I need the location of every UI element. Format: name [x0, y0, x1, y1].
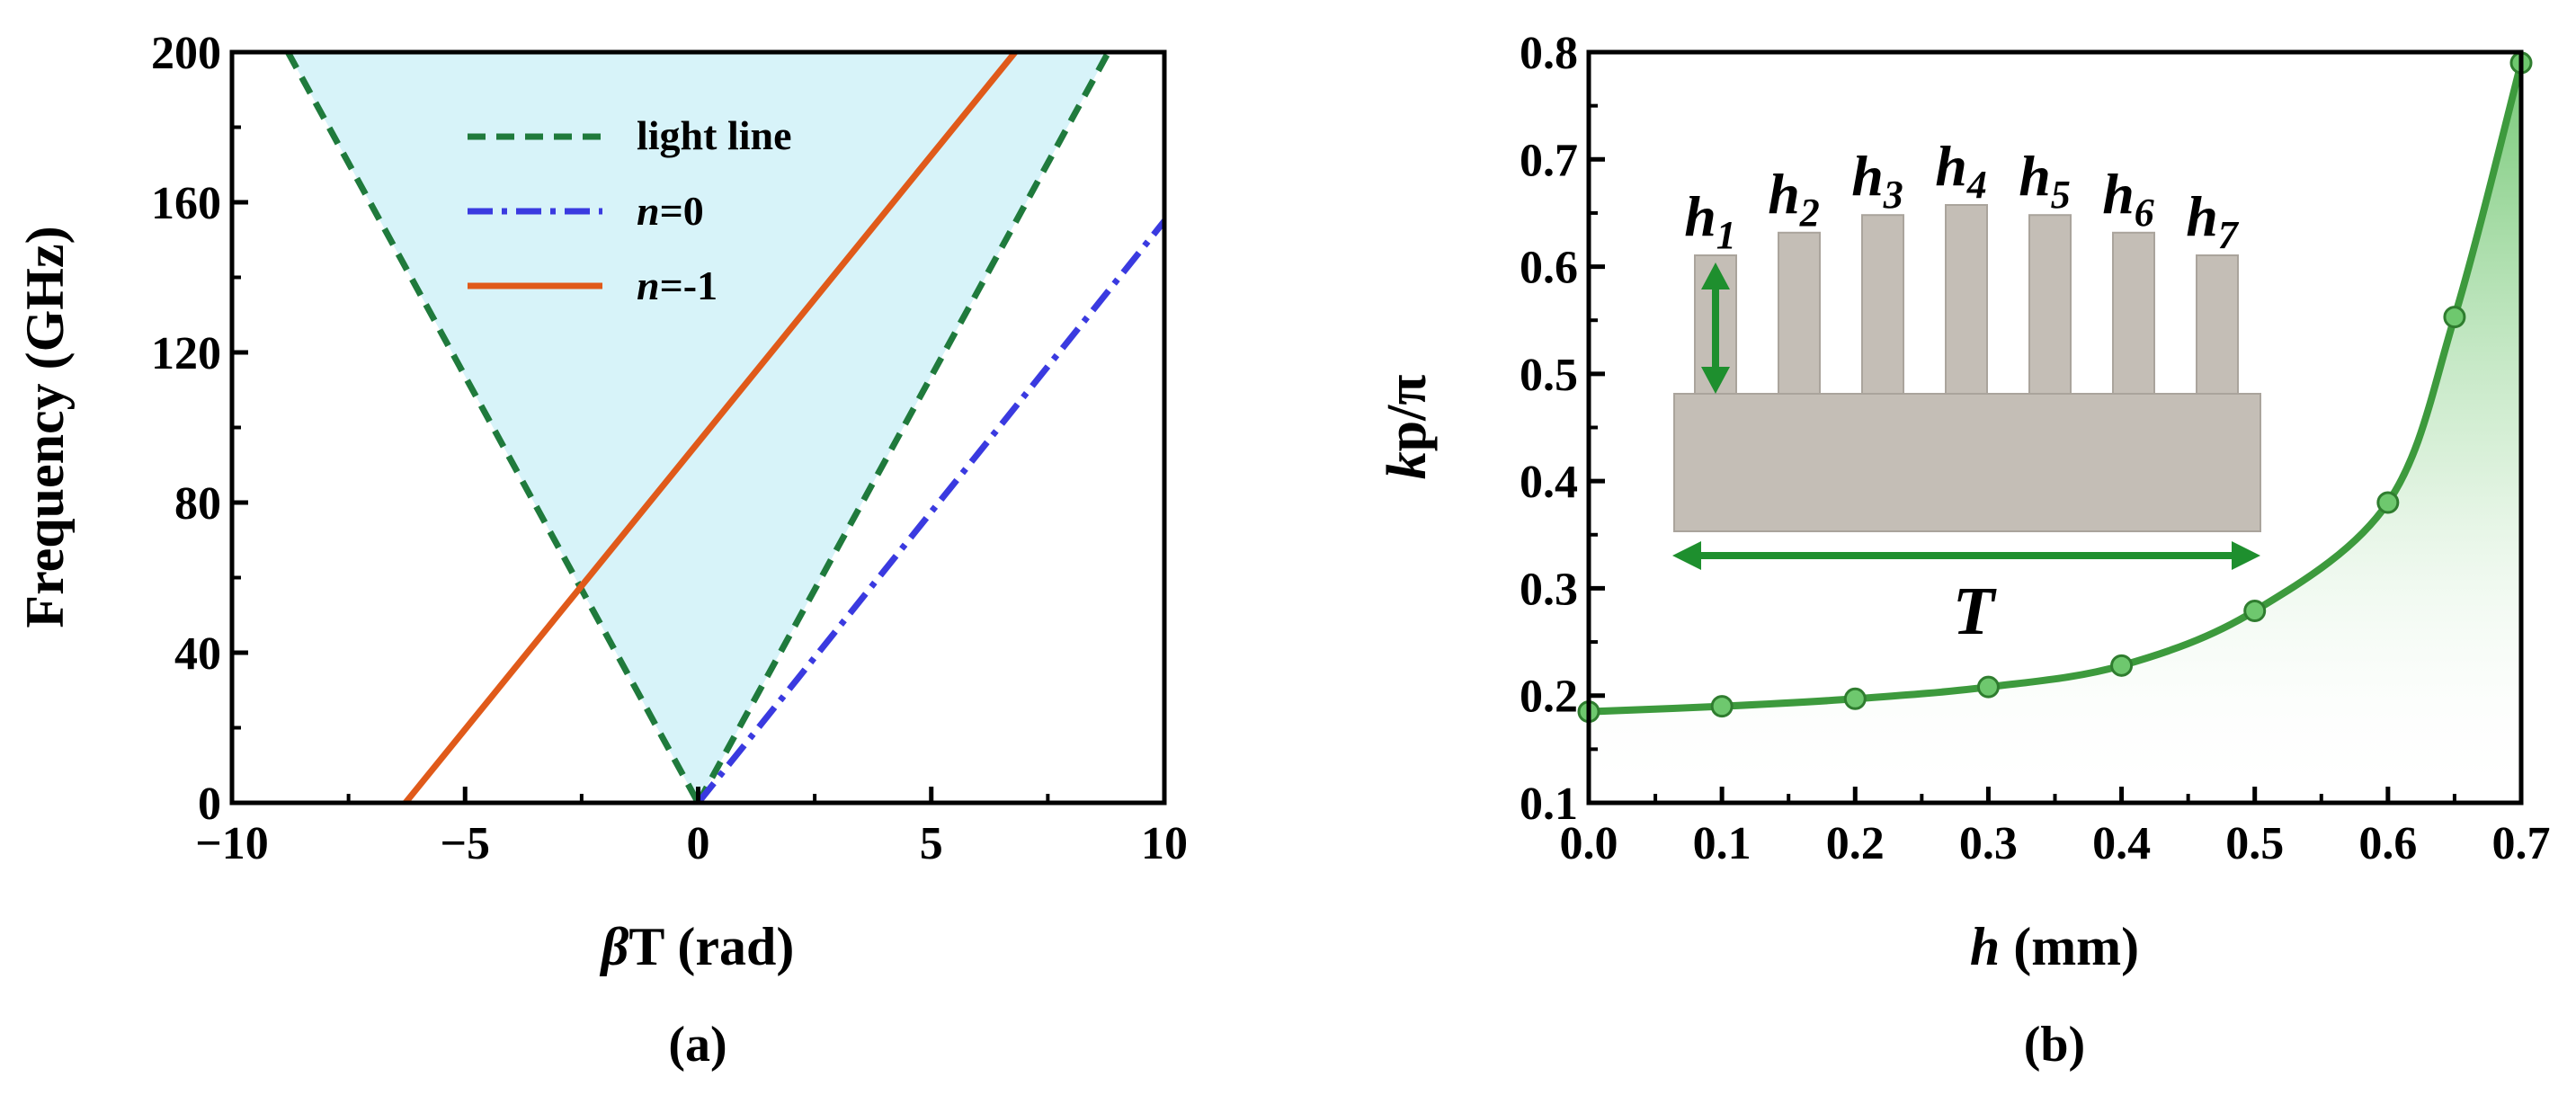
light-cone-fill [288, 52, 1109, 803]
y-tick-label-b: 0.4 [1520, 457, 1578, 508]
y-tick-label-b: 0.8 [1520, 28, 1578, 79]
ridge-label: h7 [2186, 184, 2240, 257]
data-point-b [2110, 654, 2134, 677]
period-label: T [1953, 574, 1997, 649]
inset-grating: h1 h2 h3 h4 h5 h6 h7 T [1672, 134, 2261, 649]
x-tick-label-b: 0.1 [1693, 818, 1752, 869]
y-tick-label-a: 160 [151, 178, 221, 229]
y-tick-label-a: 120 [151, 328, 221, 379]
panel-label-a: (a) [668, 1017, 726, 1073]
curve-fill-b [1589, 62, 2521, 803]
panel-a: −10 −5 0 5 10 0 40 80 120 160 200 light line n=0 … [15, 28, 1188, 1073]
grating-ridge [1778, 231, 1821, 395]
grating-ridge [2112, 231, 2155, 395]
ridge-label: h6 [2102, 162, 2154, 235]
grating-ridge [1945, 204, 1988, 395]
panel-label-b: (b) [2024, 1017, 2085, 1073]
y-tick-label-b: 0.3 [1520, 564, 1578, 615]
ridge-label: h3 [1851, 144, 1903, 217]
grating-ridge [2028, 214, 2072, 395]
x-axis-label-b: h (mm) [1970, 917, 2139, 976]
y-tick-label-b: 0.1 [1520, 779, 1578, 830]
x-tick-label-a: 5 [920, 818, 943, 869]
n0-line [695, 218, 1164, 803]
x-tick-label-b: 0.4 [2092, 818, 2151, 869]
grating-ridge [1861, 214, 1904, 395]
legend-a: light line n=0 n=-1 [468, 112, 792, 308]
n-minus1-line [403, 52, 1018, 803]
data-point-b [2243, 599, 2267, 622]
x-ticks-a: −10 −5 0 5 10 [195, 787, 1188, 869]
x-tick-label-a: 0 [687, 818, 710, 869]
y-tick-label-b: 0.7 [1520, 135, 1578, 186]
y-tick-label-a: 0 [198, 779, 221, 830]
data-point-b [1976, 675, 2000, 699]
period-arrow [1672, 541, 2260, 570]
x-tick-label-b: 0.7 [2492, 818, 2551, 869]
data-point-b [2376, 491, 2400, 514]
ridge-label: h4 [1935, 134, 1987, 207]
y-tick-label-b: 0.6 [1520, 243, 1578, 294]
grating-ridges [1694, 204, 2239, 395]
y-tick-label-a: 200 [151, 28, 221, 79]
y-ticks-a: 0 40 80 120 160 200 [151, 28, 248, 830]
grating-labels: h1 h2 h3 h4 h5 h6 h7 [1684, 134, 2240, 257]
y-axis-label-b: kp/π [1377, 375, 1438, 480]
legend-label-light: light line [637, 112, 792, 158]
grating-base [1673, 393, 2261, 532]
y-tick-label-a: 40 [174, 628, 221, 680]
x-ticks-b: 0.0 0.1 0.2 0.3 0.4 0.5 0.6 0.7 [1560, 787, 2551, 869]
data-points-b [1577, 51, 2533, 724]
y-tick-label-b: 0.5 [1520, 350, 1578, 401]
x-axis-label-a: βT (rad) [600, 917, 795, 976]
grating-ridge [2196, 254, 2239, 395]
ridge-label: h1 [1684, 184, 1736, 257]
x-tick-label-b: 0.6 [2358, 818, 2417, 869]
height-arrow [1701, 263, 1730, 394]
x-tick-label-a: −10 [195, 818, 269, 869]
data-point-b [1843, 687, 1867, 710]
data-point-b [2443, 306, 2466, 329]
y-tick-label-b: 0.2 [1520, 672, 1578, 723]
x-tick-label-a: 10 [1141, 818, 1188, 869]
legend-label-n0: n=0 [637, 188, 704, 234]
ridge-label: h5 [2019, 144, 2071, 217]
x-tick-label-a: −5 [440, 818, 490, 869]
x-tick-label-b: 0.5 [2225, 818, 2284, 869]
y-ticks-b: 0.1 0.2 0.3 0.4 0.5 0.6 0.7 0.8 [1520, 28, 1605, 830]
x-tick-label-b: 0.3 [1959, 818, 2018, 869]
y-axis-label-a: Frequency (GHz) [15, 226, 75, 628]
x-tick-label-b: 0.0 [1560, 818, 1618, 869]
y-tick-label-a: 80 [174, 478, 221, 530]
x-tick-label-b: 0.2 [1826, 818, 1885, 869]
legend-label-n-minus1: n=-1 [637, 263, 718, 308]
data-point-b [1710, 695, 1734, 718]
ridge-label: h2 [1768, 162, 1820, 235]
